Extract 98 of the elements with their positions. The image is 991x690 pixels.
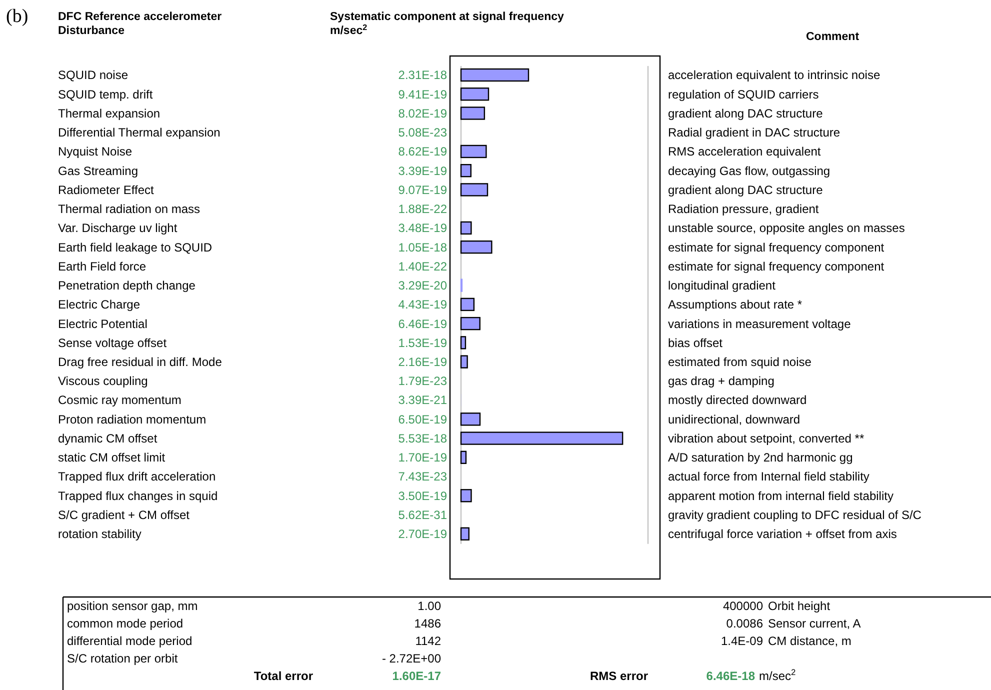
text: position sensor gap, mm xyxy=(67,599,198,614)
y-tick-label: Differential Thermal expansion xyxy=(58,126,220,140)
data-label: 1.40E-22 xyxy=(398,259,448,274)
text: CM distance, m xyxy=(768,634,852,648)
text: - 2.72E+00 xyxy=(382,652,442,666)
text: 0.0086 xyxy=(726,616,764,631)
y-tick-label: Nyquist Noise xyxy=(58,144,132,159)
y-tick-label: Thermal expansion xyxy=(58,106,160,120)
data-label: 5.62E-31 xyxy=(398,508,448,522)
y-tick-label: Thermal radiation on mass xyxy=(58,202,200,216)
data-label: 6.46E-19 xyxy=(398,316,448,331)
y-tick-label: S/C gradient + CM offset xyxy=(58,508,190,522)
text: Comment xyxy=(806,31,860,43)
data-label: 1.70E-19 xyxy=(398,450,448,465)
text: apparent motion from internal field stability xyxy=(668,488,894,503)
data-label: 9.07E-19 xyxy=(398,182,448,197)
y-tick-label: Var. Discharge uv light xyxy=(58,221,178,236)
text: unstable source, opposite angles on masses xyxy=(668,221,905,236)
text: estimate for signal frequency component xyxy=(668,240,885,254)
text: estimate for signal frequency component xyxy=(668,259,885,274)
text: A/D saturation by 2nd harmonic gg xyxy=(668,450,853,465)
data-label: 4.43E-19 xyxy=(398,298,448,312)
text: estimated from squid noise xyxy=(668,355,812,369)
data-label: 9.41E-19 xyxy=(398,87,448,102)
y-tick-label: Earth Field force xyxy=(58,259,146,274)
y-tick-label: Cosmic ray momentum xyxy=(58,393,182,408)
data-label: 7.43E-23 xyxy=(398,470,448,484)
data-label: 3.50E-19 xyxy=(398,488,448,503)
y-tick-label: Trapped flux changes in squid xyxy=(58,488,218,503)
text: RMS acceleration equivalent xyxy=(668,144,822,159)
y-tick-label: static CM offset limit xyxy=(58,450,166,465)
y-tick-label: Electric Potential xyxy=(58,316,148,331)
data-label: 3.39E-21 xyxy=(398,393,448,408)
y-tick-label: Trapped flux drift acceleration xyxy=(58,470,216,484)
text: acceleration equivalent to intrinsic noise xyxy=(668,68,880,82)
text: differential mode period xyxy=(67,634,192,648)
y-tick-label: Sense voltage offset xyxy=(58,336,168,350)
data-label: 3.39E-19 xyxy=(398,164,448,178)
text: Assumptions about rate * xyxy=(668,298,802,312)
text: gravity gradient coupling to DFC residual of S/C xyxy=(668,508,922,522)
y-tick-label: dynamic CM offset xyxy=(58,431,158,446)
text: common mode period xyxy=(67,616,184,631)
y-tick-label: SQUID temp. drift xyxy=(58,87,154,102)
y-tick-label: Penetration depth change xyxy=(58,278,196,293)
y-tick-label: Proton radiation momentum xyxy=(58,412,206,426)
data-label: 1.53E-19 xyxy=(398,336,448,350)
text: 6.46E-18 xyxy=(706,669,756,684)
data-label: 8.62E-19 xyxy=(398,144,448,159)
text: centrifugal force variation + offset from axis xyxy=(668,527,897,542)
text: S/C rotation per orbit xyxy=(67,652,178,666)
text: longitudinal gradient xyxy=(668,278,776,293)
data-label: 6.50E-19 xyxy=(398,412,448,426)
data-label: 1.88E-22 xyxy=(398,202,448,216)
text: Radiation pressure, gradient xyxy=(668,202,820,216)
text: actual force from Internal field stability xyxy=(668,470,870,484)
text: 1142 xyxy=(415,634,442,648)
text: 400000 xyxy=(722,599,764,614)
y-tick-label: Gas Streaming xyxy=(58,164,138,178)
y-tick-label: Viscous coupling xyxy=(58,374,148,388)
y-tick-label: rotation stability xyxy=(58,527,142,542)
text: gradient along DAC structure xyxy=(668,182,824,197)
text: 1486 xyxy=(414,616,442,631)
text: gas drag + damping xyxy=(668,374,774,388)
data-label: 5.08E-23 xyxy=(398,126,448,140)
y-tick-label: Electric Charge xyxy=(58,298,140,312)
data-label: 5.53E-18 xyxy=(398,431,448,446)
y-tick-label: Drag free residual in diff. Mode xyxy=(58,355,222,369)
text: unidirectional, downward xyxy=(668,412,800,426)
text: (b) xyxy=(6,6,28,27)
text: regulation of SQUID carriers xyxy=(668,87,819,102)
data-label: 8.02E-19 xyxy=(398,106,448,120)
text: vibration about setpoint, converted ** xyxy=(668,431,864,446)
text: Sensor current, A xyxy=(768,616,861,631)
y-tick-label: SQUID noise xyxy=(58,68,128,82)
data-label: 1.05E-18 xyxy=(398,240,448,254)
data-label: 2.70E-19 xyxy=(398,527,448,542)
text: 1.4E-09 xyxy=(720,634,764,648)
text: Radial gradient in DAC structure xyxy=(668,126,840,140)
data-label: 3.48E-19 xyxy=(398,221,448,236)
data-label: 1.79E-23 xyxy=(398,374,448,388)
y-tick-label: Radiometer Effect xyxy=(58,182,154,197)
y-axis-title: DFC Reference accelerometer Disturbance xyxy=(58,11,222,37)
text: m/sec$^{2}$ xyxy=(759,667,796,684)
text: variations in measurement voltage xyxy=(668,316,852,331)
data-label: 2.16E-19 xyxy=(398,355,448,369)
text: Total error xyxy=(254,669,314,684)
text: mostly directed downward xyxy=(668,393,807,408)
text: RMS error xyxy=(590,669,648,684)
text: gradient along DAC structure xyxy=(668,106,824,120)
data-label: 2.31E-18 xyxy=(398,68,448,82)
text: bias offset xyxy=(668,336,724,350)
data-label: 3.29E-20 xyxy=(398,278,448,293)
y-tick-label: Earth field leakage to SQUID xyxy=(58,240,212,254)
x-axis-title: Systematic component at signal frequency m/sec$^{2}$ xyxy=(330,11,564,37)
text: Orbit height xyxy=(768,599,831,614)
text: 1.60E-17 xyxy=(392,669,442,684)
text: decaying Gas flow, outgassing xyxy=(668,164,830,178)
text: 1.00 xyxy=(418,599,442,614)
